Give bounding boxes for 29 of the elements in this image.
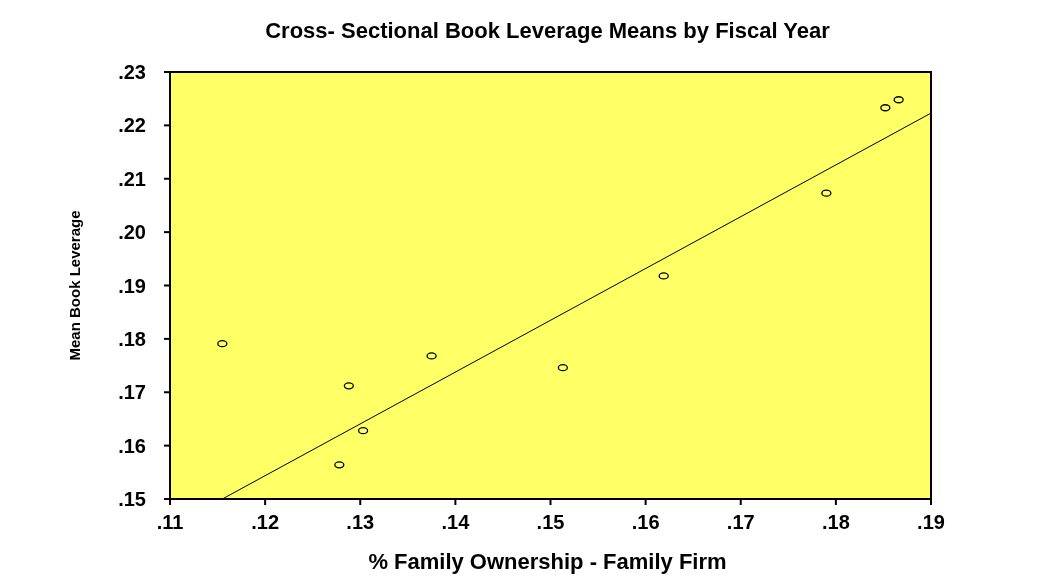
x-tick-label: .15 bbox=[536, 511, 565, 533]
y-axis-title: Mean Book Leverage bbox=[66, 210, 83, 361]
y-tick-label: .17 bbox=[118, 381, 146, 404]
y-tick-label: .22 bbox=[118, 114, 146, 137]
chart-title: Cross- Sectional Book Leverage Means by Fiscal Year bbox=[265, 18, 831, 43]
y-tick-label: .19 bbox=[118, 274, 146, 297]
x-tick-label: .12 bbox=[251, 511, 280, 533]
y-tick-label: .21 bbox=[118, 167, 146, 190]
point bbox=[334, 461, 345, 469]
y-tick-label: .15 bbox=[118, 488, 146, 510]
x-tick-label: .13 bbox=[346, 511, 375, 533]
point bbox=[217, 340, 228, 348]
x-tick-label: .14 bbox=[441, 511, 471, 533]
x-tick-label: .16 bbox=[631, 511, 660, 533]
x-axis-title: % Family Ownership - Family Firm bbox=[368, 549, 727, 574]
x-tick-label: .17 bbox=[726, 511, 755, 533]
x-tick-label: .18 bbox=[821, 511, 850, 533]
point bbox=[426, 352, 437, 360]
point bbox=[343, 382, 354, 390]
x-tick-label: .11 bbox=[156, 511, 184, 533]
point bbox=[880, 104, 891, 112]
point bbox=[658, 272, 669, 280]
point bbox=[821, 189, 832, 197]
y-tick-label: .18 bbox=[118, 327, 146, 350]
y-tick-label: .20 bbox=[118, 221, 146, 244]
x-tick-label: .19 bbox=[917, 511, 945, 533]
point bbox=[893, 96, 904, 104]
y-tick-label: .23 bbox=[118, 61, 146, 83]
y-tick-label: .16 bbox=[118, 434, 146, 457]
